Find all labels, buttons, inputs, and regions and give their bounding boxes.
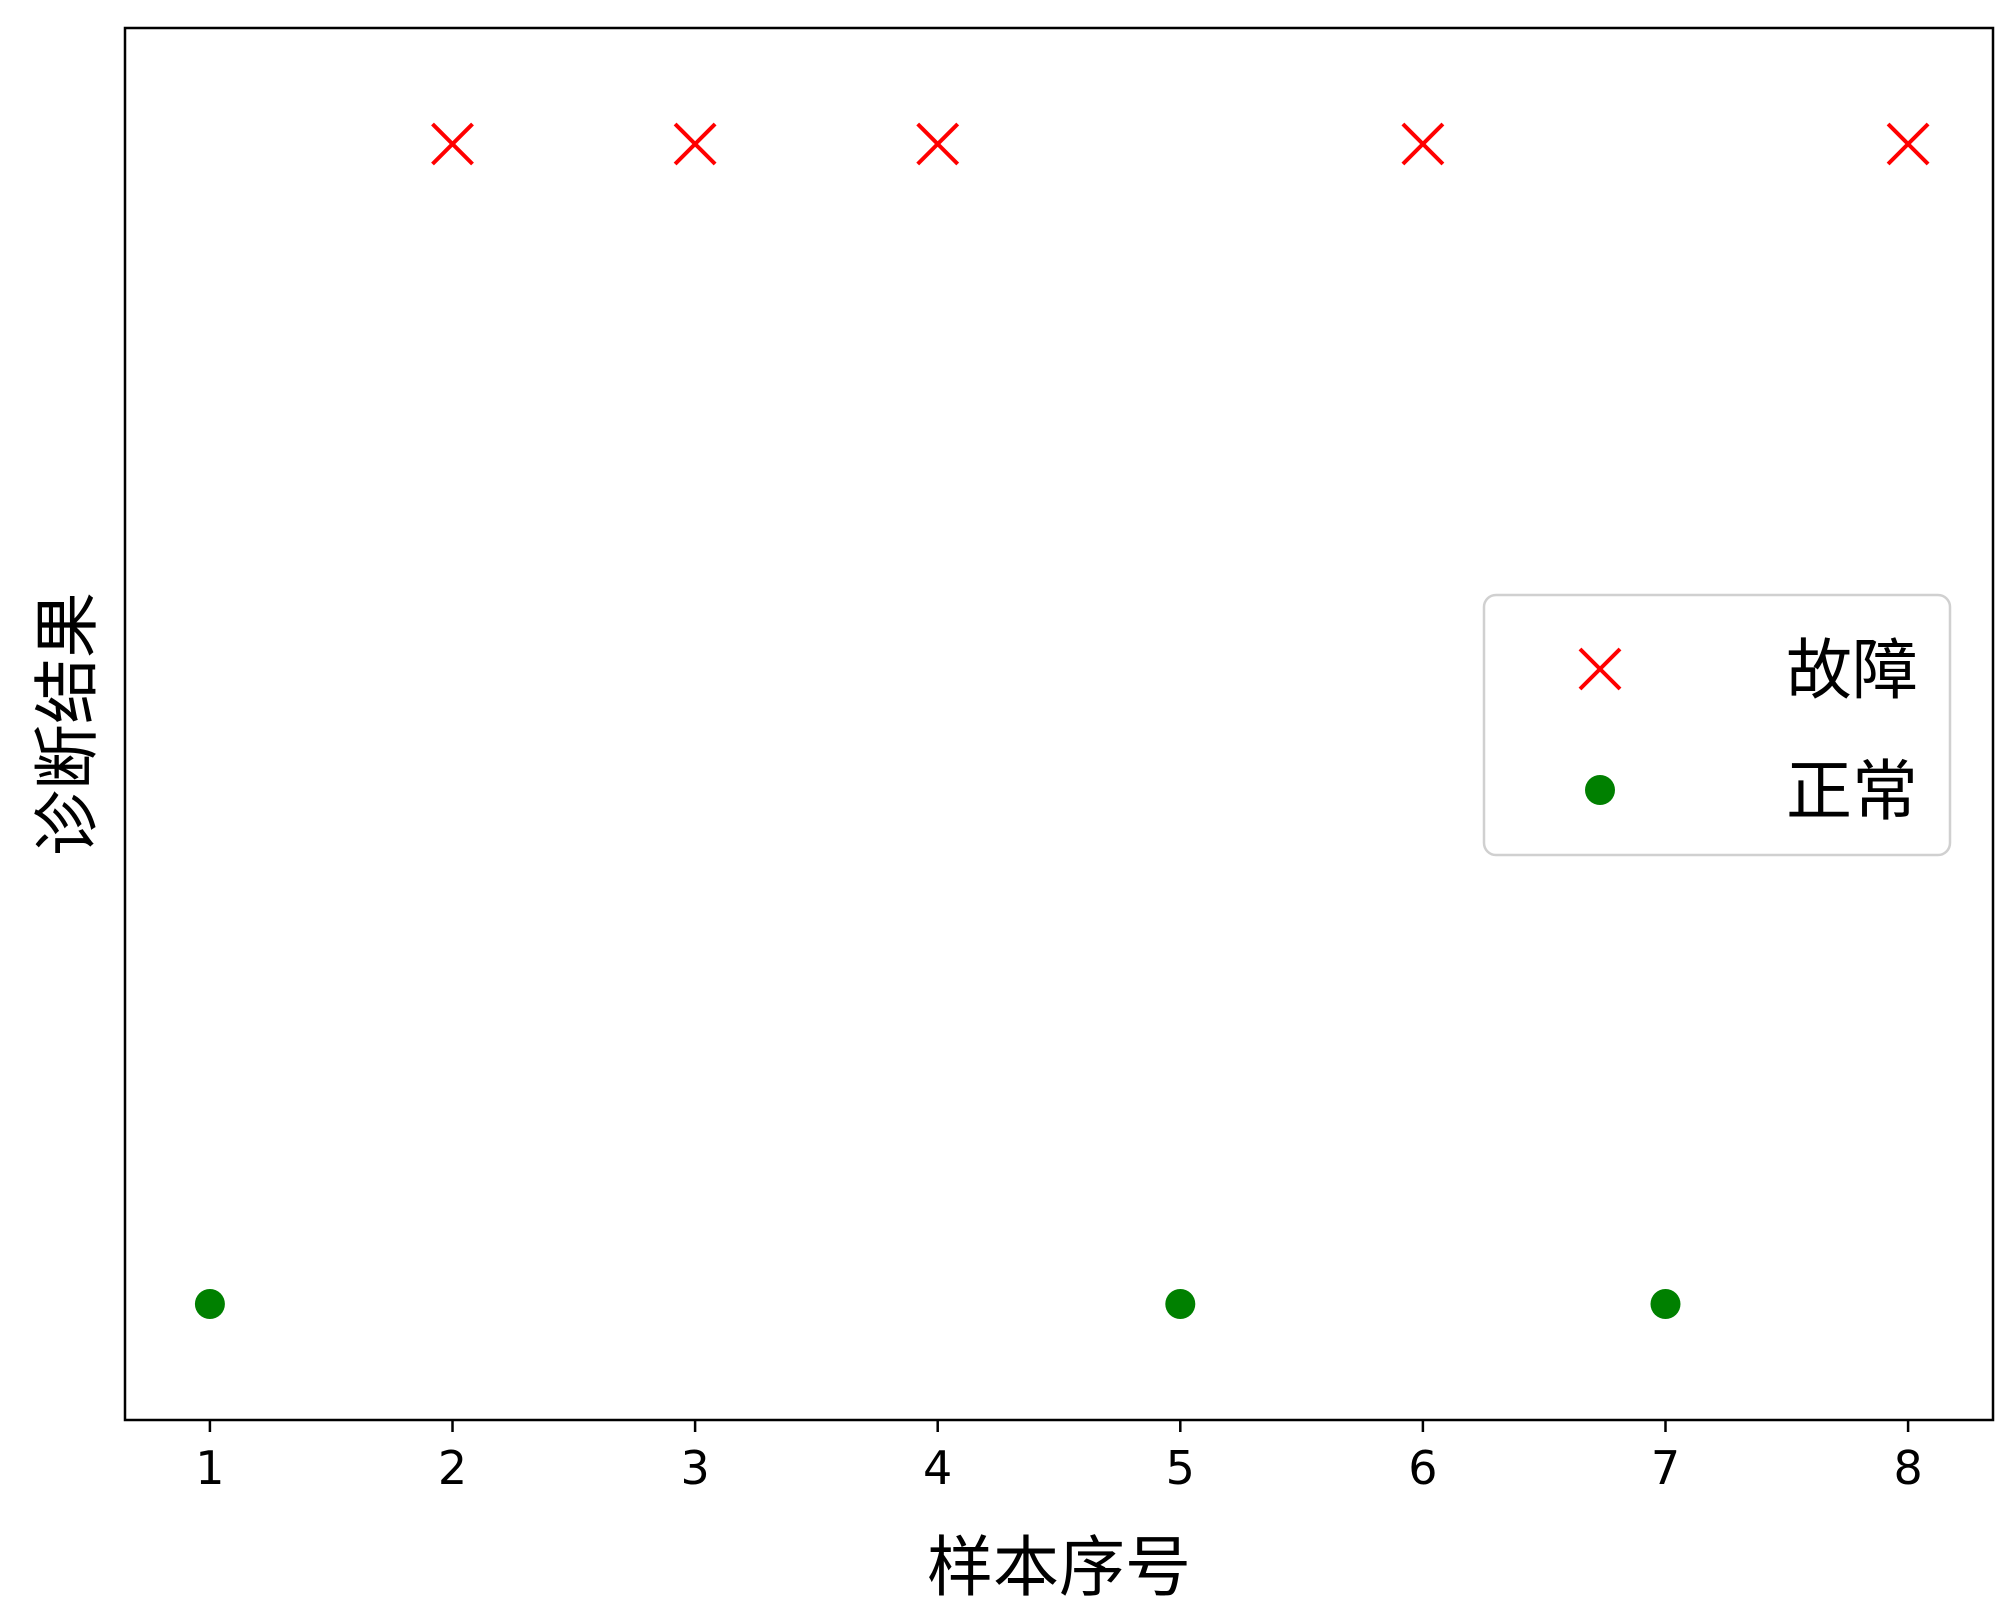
x-tick-label: 2 [438,1441,467,1495]
fault-point [673,122,717,166]
legend-normal-marker [1585,775,1615,805]
x-tick-label: 3 [680,1441,709,1495]
legend-label: 正常 [1786,753,1918,830]
fault-point [1886,122,1930,166]
x-tick-label: 8 [1893,1441,1922,1495]
normal-point [1165,1289,1196,1319]
x-tick-label: 1 [195,1441,224,1495]
y-axis-label: 诊断结果 [29,592,106,856]
fault-point [431,122,474,166]
x-tick-label: 7 [1651,1441,1680,1495]
x-tick-label: 4 [923,1441,952,1495]
legend-label: 故障 [1786,632,1918,709]
x-tick-label: 5 [1166,1441,1195,1495]
fault-point [1401,122,1445,166]
normal-point [1650,1289,1681,1319]
data-points [194,122,1930,1319]
plot-area-frame [123,26,1995,1422]
x-axis-ticks: 1 2 3 4 5 6 7 8 [195,1420,1923,1495]
legend-fault-marker [1578,647,1622,691]
normal-point [194,1289,225,1319]
x-tick-label: 6 [1408,1441,1437,1495]
x-axis-label: 样本序号 [927,1529,1191,1606]
fault-point [916,122,960,166]
